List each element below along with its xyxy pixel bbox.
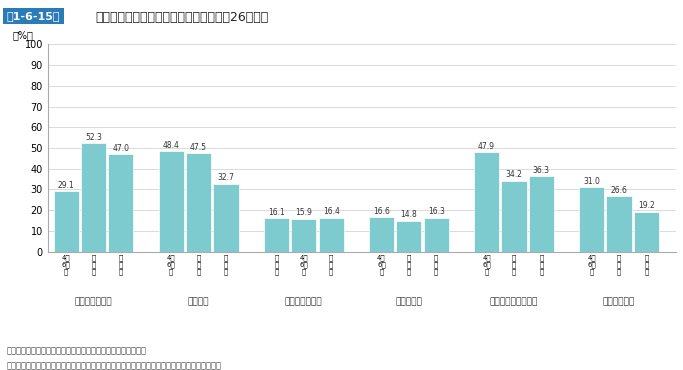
Bar	[634, 212, 659, 252]
Text: 16.4: 16.4	[322, 207, 339, 216]
Bar	[474, 152, 499, 252]
Bar	[501, 181, 527, 252]
Bar	[396, 221, 421, 252]
Y-axis label: （%）: （%）	[12, 30, 33, 40]
Text: 34.2: 34.2	[505, 170, 522, 179]
Text: 47.5: 47.5	[190, 142, 207, 152]
Text: 36.3: 36.3	[533, 166, 550, 175]
Text: 26.6: 26.6	[611, 186, 628, 195]
Text: スマートフォン: スマートフォン	[74, 297, 112, 306]
Bar	[318, 218, 344, 252]
Text: 48.4: 48.4	[163, 141, 180, 149]
Text: タブレット: タブレット	[395, 297, 422, 306]
Text: 16.6: 16.6	[373, 206, 390, 216]
Text: 携帯ゲーム機: 携帯ゲーム機	[603, 297, 635, 306]
Text: 16.1: 16.1	[268, 208, 285, 216]
Bar	[186, 153, 211, 252]
Bar	[579, 187, 604, 252]
Text: 47.0: 47.0	[113, 144, 129, 152]
Text: （注）フィルタリング等とは、フィルタリングや機械・設定により閲覧を制限することをいう。: （注）フィルタリング等とは、フィルタリングや機械・設定により閲覧を制限することを…	[7, 361, 222, 370]
Text: 52.3: 52.3	[85, 132, 102, 142]
Bar	[109, 154, 133, 252]
Bar	[607, 196, 632, 252]
Text: 19.2: 19.2	[638, 201, 655, 210]
Text: （出典）内閣府「青少年のインターネット利用環境実態調査」: （出典）内閣府「青少年のインターネット利用環境実態調査」	[7, 346, 147, 355]
Text: 15.9: 15.9	[295, 208, 312, 217]
Bar	[423, 218, 449, 252]
Text: 32.7: 32.7	[218, 173, 234, 182]
Text: 16.3: 16.3	[428, 207, 445, 216]
Bar	[529, 176, 554, 252]
Text: 携帯電話: 携帯電話	[188, 297, 210, 306]
Bar	[291, 219, 316, 252]
Text: 機器別のフィルタリング等利用率（平成26年度）: 機器別のフィルタリング等利用率（平成26年度）	[96, 11, 269, 24]
Bar	[214, 184, 238, 252]
Text: 47.9: 47.9	[478, 142, 495, 151]
Bar	[53, 191, 79, 252]
Bar	[158, 151, 184, 252]
Bar	[264, 218, 289, 252]
Bar	[81, 143, 106, 252]
Text: ノートパソコン: ノートパソコン	[285, 297, 322, 306]
Bar	[369, 217, 394, 252]
Text: 携帯音楽プレイヤー: 携帯音楽プレイヤー	[490, 297, 538, 306]
Text: 31.0: 31.0	[583, 177, 600, 186]
Text: 14.8: 14.8	[400, 210, 417, 219]
Text: 第1-6-15図: 第1-6-15図	[7, 11, 60, 21]
Text: 29.1: 29.1	[58, 181, 74, 190]
